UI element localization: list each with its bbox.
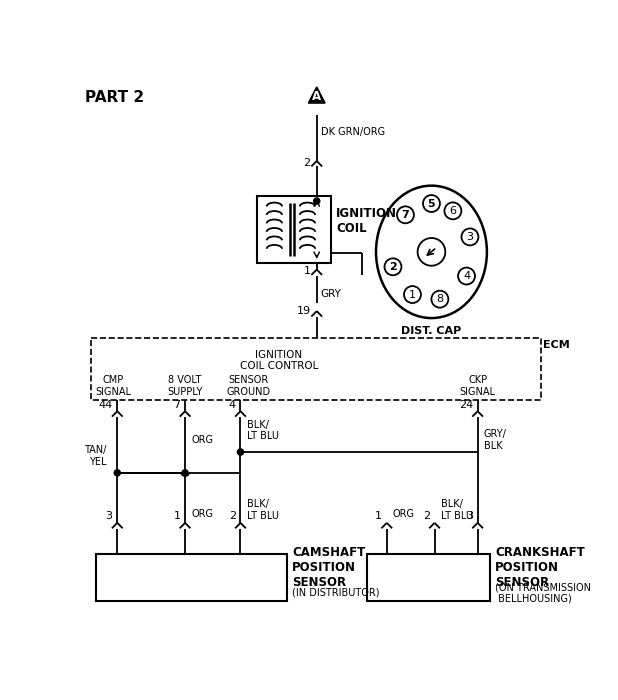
Text: 1: 1 [409, 290, 416, 300]
Circle shape [458, 267, 475, 284]
Text: 4: 4 [463, 271, 470, 281]
Text: 44: 44 [98, 400, 112, 410]
Text: A: A [312, 90, 321, 103]
Text: GRY: GRY [321, 289, 342, 299]
Polygon shape [308, 87, 325, 103]
Text: PART 2: PART 2 [85, 90, 144, 105]
Text: troubleshootmyvehicle.com: troubleshootmyvehicle.com [211, 361, 424, 377]
Text: ECM: ECM [543, 340, 570, 351]
Text: 8 VOLT
SUPPLY: 8 VOLT SUPPLY [167, 375, 203, 397]
Text: 7: 7 [402, 210, 409, 220]
Text: IGNITION
COIL CONTROL: IGNITION COIL CONTROL [240, 350, 318, 371]
Circle shape [431, 290, 448, 307]
Bar [258, 195, 331, 263]
Text: 2: 2 [423, 512, 430, 522]
Text: CKP
SIGNAL: CKP SIGNAL [460, 375, 496, 397]
Text: (IN DISTRIBUTOR): (IN DISTRIBUTOR) [292, 588, 379, 598]
Text: SENSOR
GROUND: SENSOR GROUND [226, 375, 270, 397]
Text: 1: 1 [375, 512, 382, 522]
Text: IGNITION
COIL: IGNITION COIL [336, 207, 397, 235]
Bar [91, 338, 541, 400]
Text: 8: 8 [436, 294, 444, 304]
Text: DIST. CAP: DIST. CAP [401, 326, 462, 336]
Text: 19: 19 [297, 306, 311, 316]
Text: 5: 5 [428, 199, 435, 209]
Text: 4: 4 [229, 400, 236, 410]
Circle shape [114, 470, 121, 476]
Circle shape [423, 195, 440, 212]
Circle shape [182, 470, 188, 476]
Text: 7: 7 [173, 400, 180, 410]
Circle shape [397, 206, 414, 223]
Text: 24: 24 [459, 400, 473, 410]
Text: 1: 1 [303, 266, 311, 276]
Text: 1: 1 [174, 512, 180, 522]
Ellipse shape [376, 186, 487, 318]
Text: ORG: ORG [393, 509, 415, 519]
Circle shape [462, 228, 478, 246]
Bar [366, 554, 490, 601]
Bar [96, 554, 287, 601]
Text: ORG: ORG [191, 509, 213, 519]
Text: 3: 3 [466, 512, 473, 522]
Text: 2: 2 [389, 262, 397, 272]
Text: 3: 3 [106, 512, 112, 522]
Circle shape [404, 286, 421, 303]
Text: TAN/
YEL: TAN/ YEL [84, 445, 106, 467]
Circle shape [384, 258, 402, 275]
Text: BLK/
LT BLU: BLK/ LT BLU [247, 420, 279, 441]
Text: CMP
SIGNAL: CMP SIGNAL [95, 375, 132, 397]
Text: ORG: ORG [191, 435, 213, 444]
Circle shape [314, 198, 320, 204]
Text: GRY/
BLK: GRY/ BLK [484, 429, 507, 451]
Text: CRANKSHAFT
POSITION
SENSOR: CRANKSHAFT POSITION SENSOR [496, 545, 585, 589]
Text: 3: 3 [467, 232, 473, 242]
Text: DK GRN/ORG: DK GRN/ORG [321, 127, 384, 136]
Text: CAMSHAFT
POSITION
SENSOR: CAMSHAFT POSITION SENSOR [292, 545, 365, 589]
Text: BLK/
LT BLU: BLK/ LT BLU [441, 499, 473, 521]
Circle shape [237, 449, 243, 455]
Text: 2: 2 [303, 158, 311, 168]
Circle shape [418, 238, 446, 266]
Circle shape [444, 202, 462, 219]
Text: 6: 6 [449, 206, 457, 216]
Text: (ON TRANSMISSION
 BELLHOUSING): (ON TRANSMISSION BELLHOUSING) [496, 582, 591, 603]
Text: 2: 2 [229, 512, 236, 522]
Text: BLK/
LT BLU: BLK/ LT BLU [247, 499, 279, 521]
